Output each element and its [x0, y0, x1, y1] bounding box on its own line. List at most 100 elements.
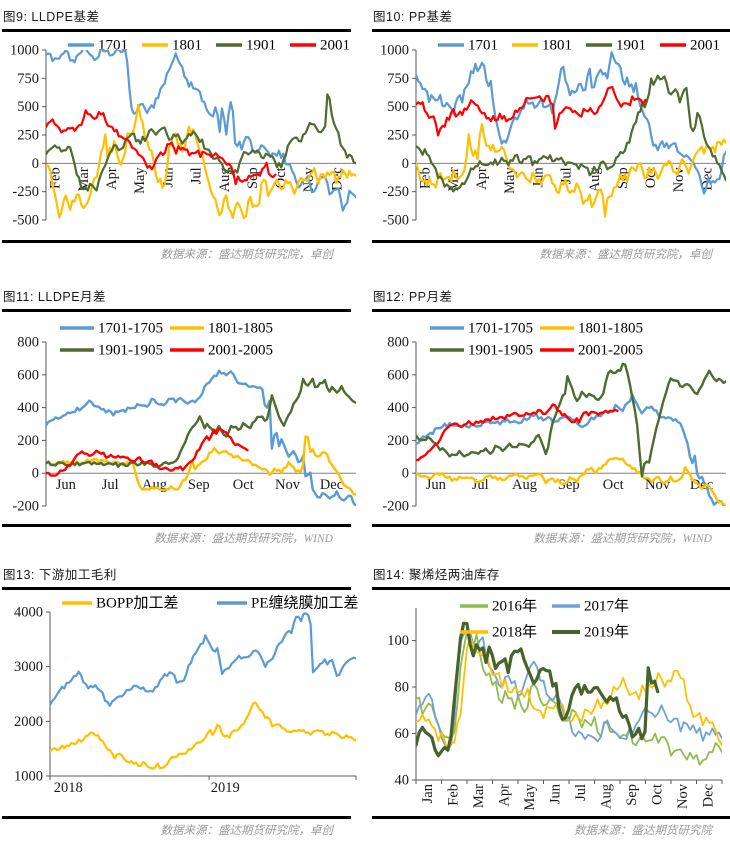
panel-title-fig11: 图11: LLDPE月差	[3, 290, 107, 304]
legend-item: 1801-1805	[170, 321, 273, 337]
svg-text:1901-1905: 1901-1905	[98, 343, 163, 359]
legend-item: BOPP加工差	[62, 595, 179, 612]
svg-text:Jul: Jul	[573, 784, 589, 801]
title-rule	[372, 587, 730, 590]
svg-text:Oct: Oct	[273, 167, 289, 188]
svg-text:Jun: Jun	[426, 477, 447, 493]
legend: BOPP加工差 PE缠绕膜加工差	[62, 594, 359, 612]
legend-item: 2018年	[460, 624, 537, 641]
panel-title-fig10: 图10: PP基差	[373, 10, 453, 24]
bottom-rule	[2, 240, 351, 243]
svg-text:Apr: Apr	[497, 784, 513, 807]
title-rule	[2, 29, 351, 32]
svg-text:May: May	[522, 783, 538, 810]
legend-item: 2016年	[460, 598, 537, 615]
legend-item: 1801	[512, 38, 572, 54]
series-line-2001	[46, 109, 277, 186]
svg-text:-250: -250	[382, 184, 409, 200]
series-line-2018年	[416, 636, 722, 753]
chart-lldpe-basis: 1000 750 500 250 0 -250 -500 Feb Mar Apr May Jun Jul…	[2, 32, 356, 240]
svg-text:4000: 4000	[14, 605, 43, 621]
data-source: 数据来源：盛达期货研究院，卓创	[160, 825, 334, 837]
svg-text:Oct: Oct	[650, 784, 666, 805]
panel-title-fig9: 图9: LLDPE基差	[3, 10, 100, 24]
svg-text:Oct: Oct	[233, 477, 254, 493]
svg-text:400: 400	[17, 400, 39, 416]
legend-item: 1901-1905	[60, 343, 163, 359]
series-line-1901-1905	[46, 377, 356, 468]
svg-text:1000: 1000	[14, 769, 43, 785]
panel-fig12: 图12: PP月差 800 600 400 200 0 -200 Jun Jul Aug Sep O…	[365, 280, 730, 550]
legend-item: 1701-1705	[430, 321, 533, 337]
legend: 1701 1801 1901 2001	[68, 38, 350, 54]
svg-text:60: 60	[395, 726, 410, 742]
data-source: 数据来源：盛达期货研究院，卓创	[160, 249, 334, 261]
svg-text:500: 500	[387, 99, 409, 115]
title-rule	[372, 309, 730, 312]
panel-fig10: 图10: PP基差 1000 750 500 250 0 -250 -500 Feb Mar Ap…	[365, 0, 730, 266]
svg-text:800: 800	[17, 335, 39, 351]
svg-text:Sep: Sep	[188, 477, 210, 493]
axes: 100 80 60 40 Jan Feb Mar Apr May Jun Jul Aug Sep Oct N…	[387, 608, 723, 811]
series-line-2001	[416, 85, 647, 137]
svg-text:Mar: Mar	[446, 167, 462, 191]
svg-text:Jul: Jul	[189, 167, 205, 184]
svg-text:750: 750	[17, 71, 39, 87]
svg-text:Mar: Mar	[471, 784, 487, 808]
svg-text:BOPP加工差: BOPP加工差	[96, 595, 179, 612]
legend-item: 1901	[216, 38, 276, 54]
chart-pp-month-spread: 800 600 400 200 0 -200 Jun Jul Aug Sep Oct Nov Dec 17…	[372, 312, 730, 524]
svg-text:100: 100	[387, 633, 409, 649]
legend-item: 1701-1705	[60, 321, 163, 337]
title-rule	[372, 29, 730, 32]
data-source: 数据来源：盛达期货研究院，卓创	[539, 249, 713, 261]
series-line-PE缠绕膜加工差	[50, 612, 356, 707]
legend-item: 2001-2005	[540, 343, 643, 359]
svg-text:-200: -200	[12, 499, 39, 515]
svg-text:40: 40	[395, 773, 410, 789]
svg-text:0: 0	[402, 466, 409, 482]
panel-fig14: 图14: 聚烯烃两油库存 100 80 60 40 Jan Feb Mar Apr May Jun…	[365, 558, 730, 842]
series-line-1901	[416, 74, 726, 193]
chart-pp-basis: 1000 750 500 250 0 -250 -500 Feb Mar Apr May Jun Jul…	[372, 32, 730, 240]
svg-text:1901: 1901	[246, 38, 276, 54]
series-line-2019年	[416, 621, 660, 758]
svg-text:Jun: Jun	[160, 167, 176, 188]
axes: 4000 3000 2000 1000 2018 2019	[14, 605, 357, 796]
series-line-1801-1805	[46, 435, 356, 496]
svg-text:600: 600	[17, 367, 39, 383]
svg-text:1701-1705: 1701-1705	[468, 321, 533, 337]
title-rule	[2, 587, 351, 590]
series-group	[416, 362, 726, 506]
chart-svg: 100 80 60 40 Jan Feb Mar Apr May Jun Jul Aug Sep Oct N…	[387, 598, 723, 811]
svg-text:1801: 1801	[172, 38, 202, 54]
svg-text:1901: 1901	[616, 38, 646, 54]
svg-text:2000: 2000	[14, 714, 43, 730]
legend-item: 1901	[586, 38, 646, 54]
svg-text:800: 800	[387, 335, 409, 351]
svg-text:Jun: Jun	[548, 783, 564, 804]
series-line-1701-1705	[416, 393, 725, 506]
svg-text:Jun: Jun	[56, 477, 77, 493]
data-source: 数据来源：盛达期货研究院，WIND	[154, 533, 333, 545]
svg-text:-200: -200	[382, 499, 409, 515]
bottom-rule	[372, 524, 730, 527]
legend-item: 2001-2005	[170, 343, 273, 359]
legend: 1701-1705 1801-1805 1901-1905 2001-2005	[60, 321, 273, 359]
series-line-1801	[46, 103, 356, 219]
svg-text:Jul: Jul	[102, 477, 119, 493]
legend-item: 1701	[68, 38, 128, 54]
svg-text:0: 0	[32, 466, 39, 482]
svg-text:750: 750	[387, 71, 409, 87]
svg-text:2001: 2001	[690, 38, 720, 54]
svg-text:1801: 1801	[542, 38, 572, 54]
series-group	[416, 621, 722, 766]
legend: 1701 1801 1901 2001	[438, 38, 720, 54]
legend-item: 2001	[660, 38, 720, 54]
